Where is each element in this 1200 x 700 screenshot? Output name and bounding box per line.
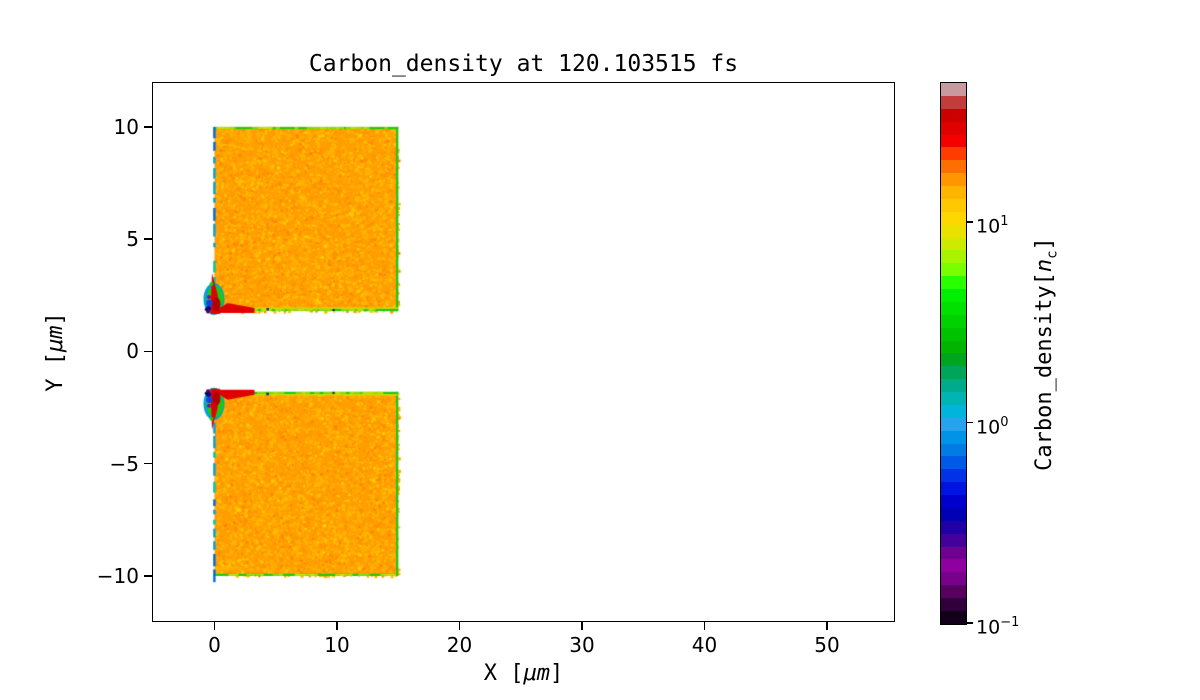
plot-title: Carbon_density at 120.103515 fs <box>308 51 739 77</box>
x-tick-mark <box>336 622 338 630</box>
x-tick-mark <box>213 622 216 630</box>
colorbar-band <box>941 108 966 122</box>
colorbar-band <box>941 301 966 315</box>
colorbar-band <box>941 250 966 264</box>
colorbar-band <box>941 121 966 135</box>
colorbar-band <box>941 353 966 367</box>
colorbar-band <box>941 340 966 354</box>
y-tick-mark <box>144 575 152 577</box>
colorbar-band <box>941 211 966 225</box>
y-axis-label: Y [μm] <box>43 252 71 452</box>
y-tick-mark <box>144 126 152 128</box>
colorbar-band <box>941 533 966 547</box>
x-axis-label-prefix: X [ <box>483 661 524 686</box>
colorbar-band <box>941 224 966 238</box>
x-axis-label-unit: μm <box>523 661 551 686</box>
x-tick-label: 10 <box>324 633 350 657</box>
x-tick-label: 0 <box>208 633 221 657</box>
colorbar-band <box>941 482 966 495</box>
colorbar-band <box>941 456 966 470</box>
x-tick-mark <box>581 622 583 630</box>
colorbar-band <box>941 559 966 573</box>
colorbar-band <box>941 495 966 508</box>
density-plot-canvas <box>152 82 895 622</box>
colorbar-tick-label: 101 <box>976 214 1009 238</box>
x-tick-label: 20 <box>446 633 473 657</box>
colorbar-band <box>941 134 966 148</box>
colorbar-band <box>941 147 966 161</box>
x-tick-label: 30 <box>569 633 595 657</box>
y-tick-mark <box>144 462 152 465</box>
colorbar-label: Carbon_density[nc] <box>1032 154 1060 554</box>
colorbar-label-suffix: ] <box>1032 237 1057 251</box>
colorbar-band <box>941 417 966 431</box>
colorbar-tick-mark <box>967 221 973 223</box>
colorbar-band <box>941 173 966 186</box>
x-tick-mark <box>458 622 461 630</box>
colorbar-band <box>941 327 966 341</box>
colorbar-tick-mark <box>967 421 973 424</box>
colorbar-tick-label: 10−1 <box>976 615 1020 639</box>
y-tick-mark <box>144 350 152 353</box>
x-axis-label: X [μm] <box>152 661 895 686</box>
colorbar-band <box>941 585 966 598</box>
colorbar-band <box>941 507 966 521</box>
colorbar-band <box>941 404 966 418</box>
colorbar-label-sub: c <box>1044 250 1061 259</box>
colorbar-band <box>941 392 966 405</box>
y-tick-label: −10 <box>96 563 139 588</box>
y-tick-label: 5 <box>126 227 139 252</box>
colorbar-label-prefix: Carbon_density[ <box>1032 272 1057 471</box>
colorbar-band <box>941 83 966 96</box>
x-axis-label-suffix: ] <box>550 661 564 686</box>
colorbar-band <box>941 95 966 109</box>
colorbar-band <box>941 289 966 302</box>
colorbar <box>940 82 967 625</box>
y-tick-label: 10 <box>113 114 139 139</box>
colorbar-band <box>941 520 966 534</box>
y-axis-label-prefix: Y [ <box>43 352 68 392</box>
colorbar-tick-label: 100 <box>976 414 1009 438</box>
colorbar-band <box>941 598 966 611</box>
colorbar-band <box>941 610 966 624</box>
y-axis-label-unit: μm <box>43 325 68 353</box>
colorbar-band <box>941 314 966 328</box>
y-tick-label: 0 <box>126 339 139 364</box>
colorbar-band <box>941 276 966 289</box>
colorbar-band <box>941 237 966 251</box>
x-tick-label: 50 <box>814 633 840 657</box>
colorbar-band <box>941 443 966 457</box>
colorbar-band <box>941 546 966 560</box>
x-tick-mark <box>826 622 828 630</box>
colorbar-label-var: n <box>1032 258 1057 273</box>
colorbar-band <box>941 160 966 174</box>
colorbar-band <box>941 379 966 392</box>
x-tick-label: 40 <box>691 633 718 657</box>
colorbar-band <box>941 430 966 444</box>
colorbar-band <box>941 186 966 199</box>
y-axis-label-suffix: ] <box>43 312 68 326</box>
y-tick-label: −5 <box>109 451 139 476</box>
colorbar-band <box>941 572 966 586</box>
y-tick-mark <box>144 238 152 240</box>
colorbar-band <box>941 366 966 380</box>
x-tick-mark <box>703 622 706 630</box>
colorbar-band <box>941 198 966 212</box>
colorbar-band <box>941 469 966 483</box>
colorbar-band <box>941 263 966 277</box>
colorbar-tick-mark <box>967 622 973 624</box>
